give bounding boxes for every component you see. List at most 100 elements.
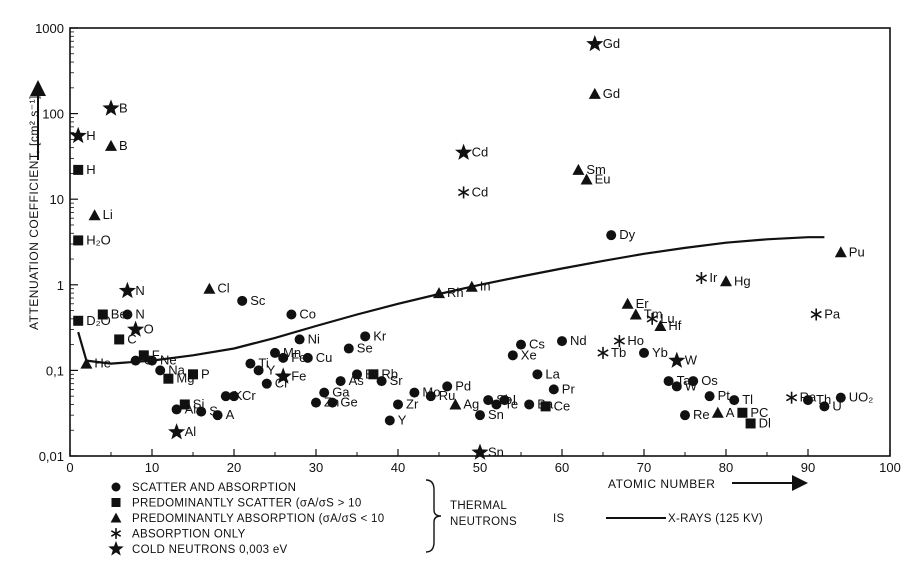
- data-point-square: [737, 407, 748, 418]
- data-point-circle: [352, 369, 362, 380]
- data-point-triangle: [621, 297, 634, 309]
- data-point-circle: [319, 387, 330, 398]
- point-label: Ho: [627, 333, 644, 348]
- data-point-asterisk: [458, 186, 470, 199]
- data-point-star: [69, 126, 87, 144]
- data-point-circle: [688, 376, 699, 387]
- x-tick-label: 30: [309, 460, 323, 475]
- point-label: Li: [103, 207, 113, 222]
- data-point-circle: [130, 355, 141, 366]
- data-point-circle: [639, 347, 649, 358]
- y-tick-label: 0,1: [46, 363, 64, 378]
- point-label: Cl: [217, 281, 229, 296]
- point-label: O: [144, 322, 154, 337]
- point-label: Pu: [849, 244, 865, 259]
- point-label: Cd: [472, 184, 489, 199]
- point-label: Ti: [258, 356, 268, 371]
- point-label: Ag: [463, 396, 479, 411]
- legend-brace-label: THERMAL: [450, 500, 507, 512]
- point-label: Ne: [160, 353, 177, 368]
- point-label: Ga: [332, 385, 350, 400]
- data-point-circle: [155, 365, 166, 376]
- point-label: A: [726, 405, 735, 420]
- data-point-square: [163, 373, 174, 384]
- point-label: Mn: [283, 345, 301, 360]
- data-point-circle: [261, 378, 272, 389]
- data-point-circle: [286, 309, 297, 320]
- data-point-star: [108, 540, 124, 556]
- data-point-circle: [491, 399, 502, 410]
- point-label: Yb: [652, 345, 668, 360]
- data-point-star: [455, 143, 473, 160]
- data-point-circle: [819, 401, 830, 412]
- point-label: U: [832, 398, 841, 413]
- point-label: B: [119, 138, 128, 153]
- x-tick-label: 50: [473, 460, 487, 475]
- point-label: Ge: [340, 395, 357, 410]
- point-label: Cr: [242, 388, 256, 403]
- point-label: Ru: [439, 388, 456, 403]
- data-point-circle: [409, 387, 420, 398]
- data-point-circle: [729, 395, 740, 406]
- data-point-circle: [524, 399, 535, 410]
- data-point-triangle: [572, 163, 585, 175]
- point-label: Tm: [644, 306, 663, 321]
- y-tick-label: 1000: [35, 21, 64, 36]
- point-label: Co: [299, 306, 316, 321]
- point-label: P: [201, 366, 210, 381]
- data-point-circle: [302, 352, 313, 363]
- data-point-circle: [327, 397, 338, 408]
- data-point-circle: [507, 350, 518, 361]
- data-point-square: [745, 418, 756, 429]
- data-point-triangle: [110, 512, 122, 523]
- data-point-square: [188, 369, 198, 380]
- point-label: Pt: [718, 388, 731, 403]
- data-point-circle: [212, 410, 223, 421]
- legend-label: PREDOMINANTLY ABSORPTION (σA/σS < 10: [132, 513, 384, 525]
- data-point-triangle: [720, 275, 732, 287]
- point-label: Y: [267, 362, 276, 377]
- data-point-square: [179, 399, 190, 410]
- point-label: Sb: [496, 392, 512, 407]
- point-label: K: [234, 388, 243, 403]
- data-point-circle: [294, 334, 305, 345]
- point-label: Zr: [406, 396, 419, 411]
- data-point-circle: [425, 391, 436, 402]
- data-point-star: [168, 423, 186, 440]
- point-label: Sn: [488, 407, 504, 422]
- xray-curve: [77, 236, 825, 365]
- data-point-circle: [253, 365, 264, 376]
- data-point-triangle: [834, 246, 847, 258]
- point-label: Al: [185, 424, 197, 439]
- data-point-circle: [147, 355, 157, 366]
- data-point-triangle: [465, 280, 478, 292]
- point-label: W: [685, 378, 698, 393]
- data-point-star: [274, 367, 292, 384]
- point-label: Pd: [455, 378, 471, 393]
- x-axis-label: ATOMIC NUMBER: [608, 477, 715, 491]
- point-label: Fe: [291, 368, 306, 383]
- data-point-circle: [499, 395, 510, 406]
- data-point-circle: [680, 410, 690, 421]
- legend-label: PREDOMINANTLY SCATTER (σA/σS > 10: [132, 498, 362, 510]
- xray-curve-layer: [77, 236, 825, 365]
- x-tick-label: 80: [719, 460, 733, 475]
- data-point-star: [586, 35, 604, 52]
- data-point-circle: [122, 309, 133, 320]
- point-label: B: [119, 100, 128, 115]
- data-point-circle: [237, 295, 248, 306]
- data-point-star: [471, 443, 489, 460]
- point-label: H₂O: [86, 232, 111, 247]
- data-point-circle: [171, 404, 182, 415]
- data-point-square: [73, 164, 84, 175]
- point-label: In: [480, 279, 491, 294]
- point-label: Re: [693, 407, 710, 422]
- data-point-square: [540, 401, 551, 412]
- point-label: Gd: [603, 86, 620, 101]
- data-point-circle: [663, 376, 674, 387]
- data-point-triangle: [654, 320, 667, 332]
- point-label: N: [135, 306, 144, 321]
- point-label: C: [127, 331, 136, 346]
- point-label: La: [545, 366, 560, 381]
- point-label: PC: [750, 405, 768, 420]
